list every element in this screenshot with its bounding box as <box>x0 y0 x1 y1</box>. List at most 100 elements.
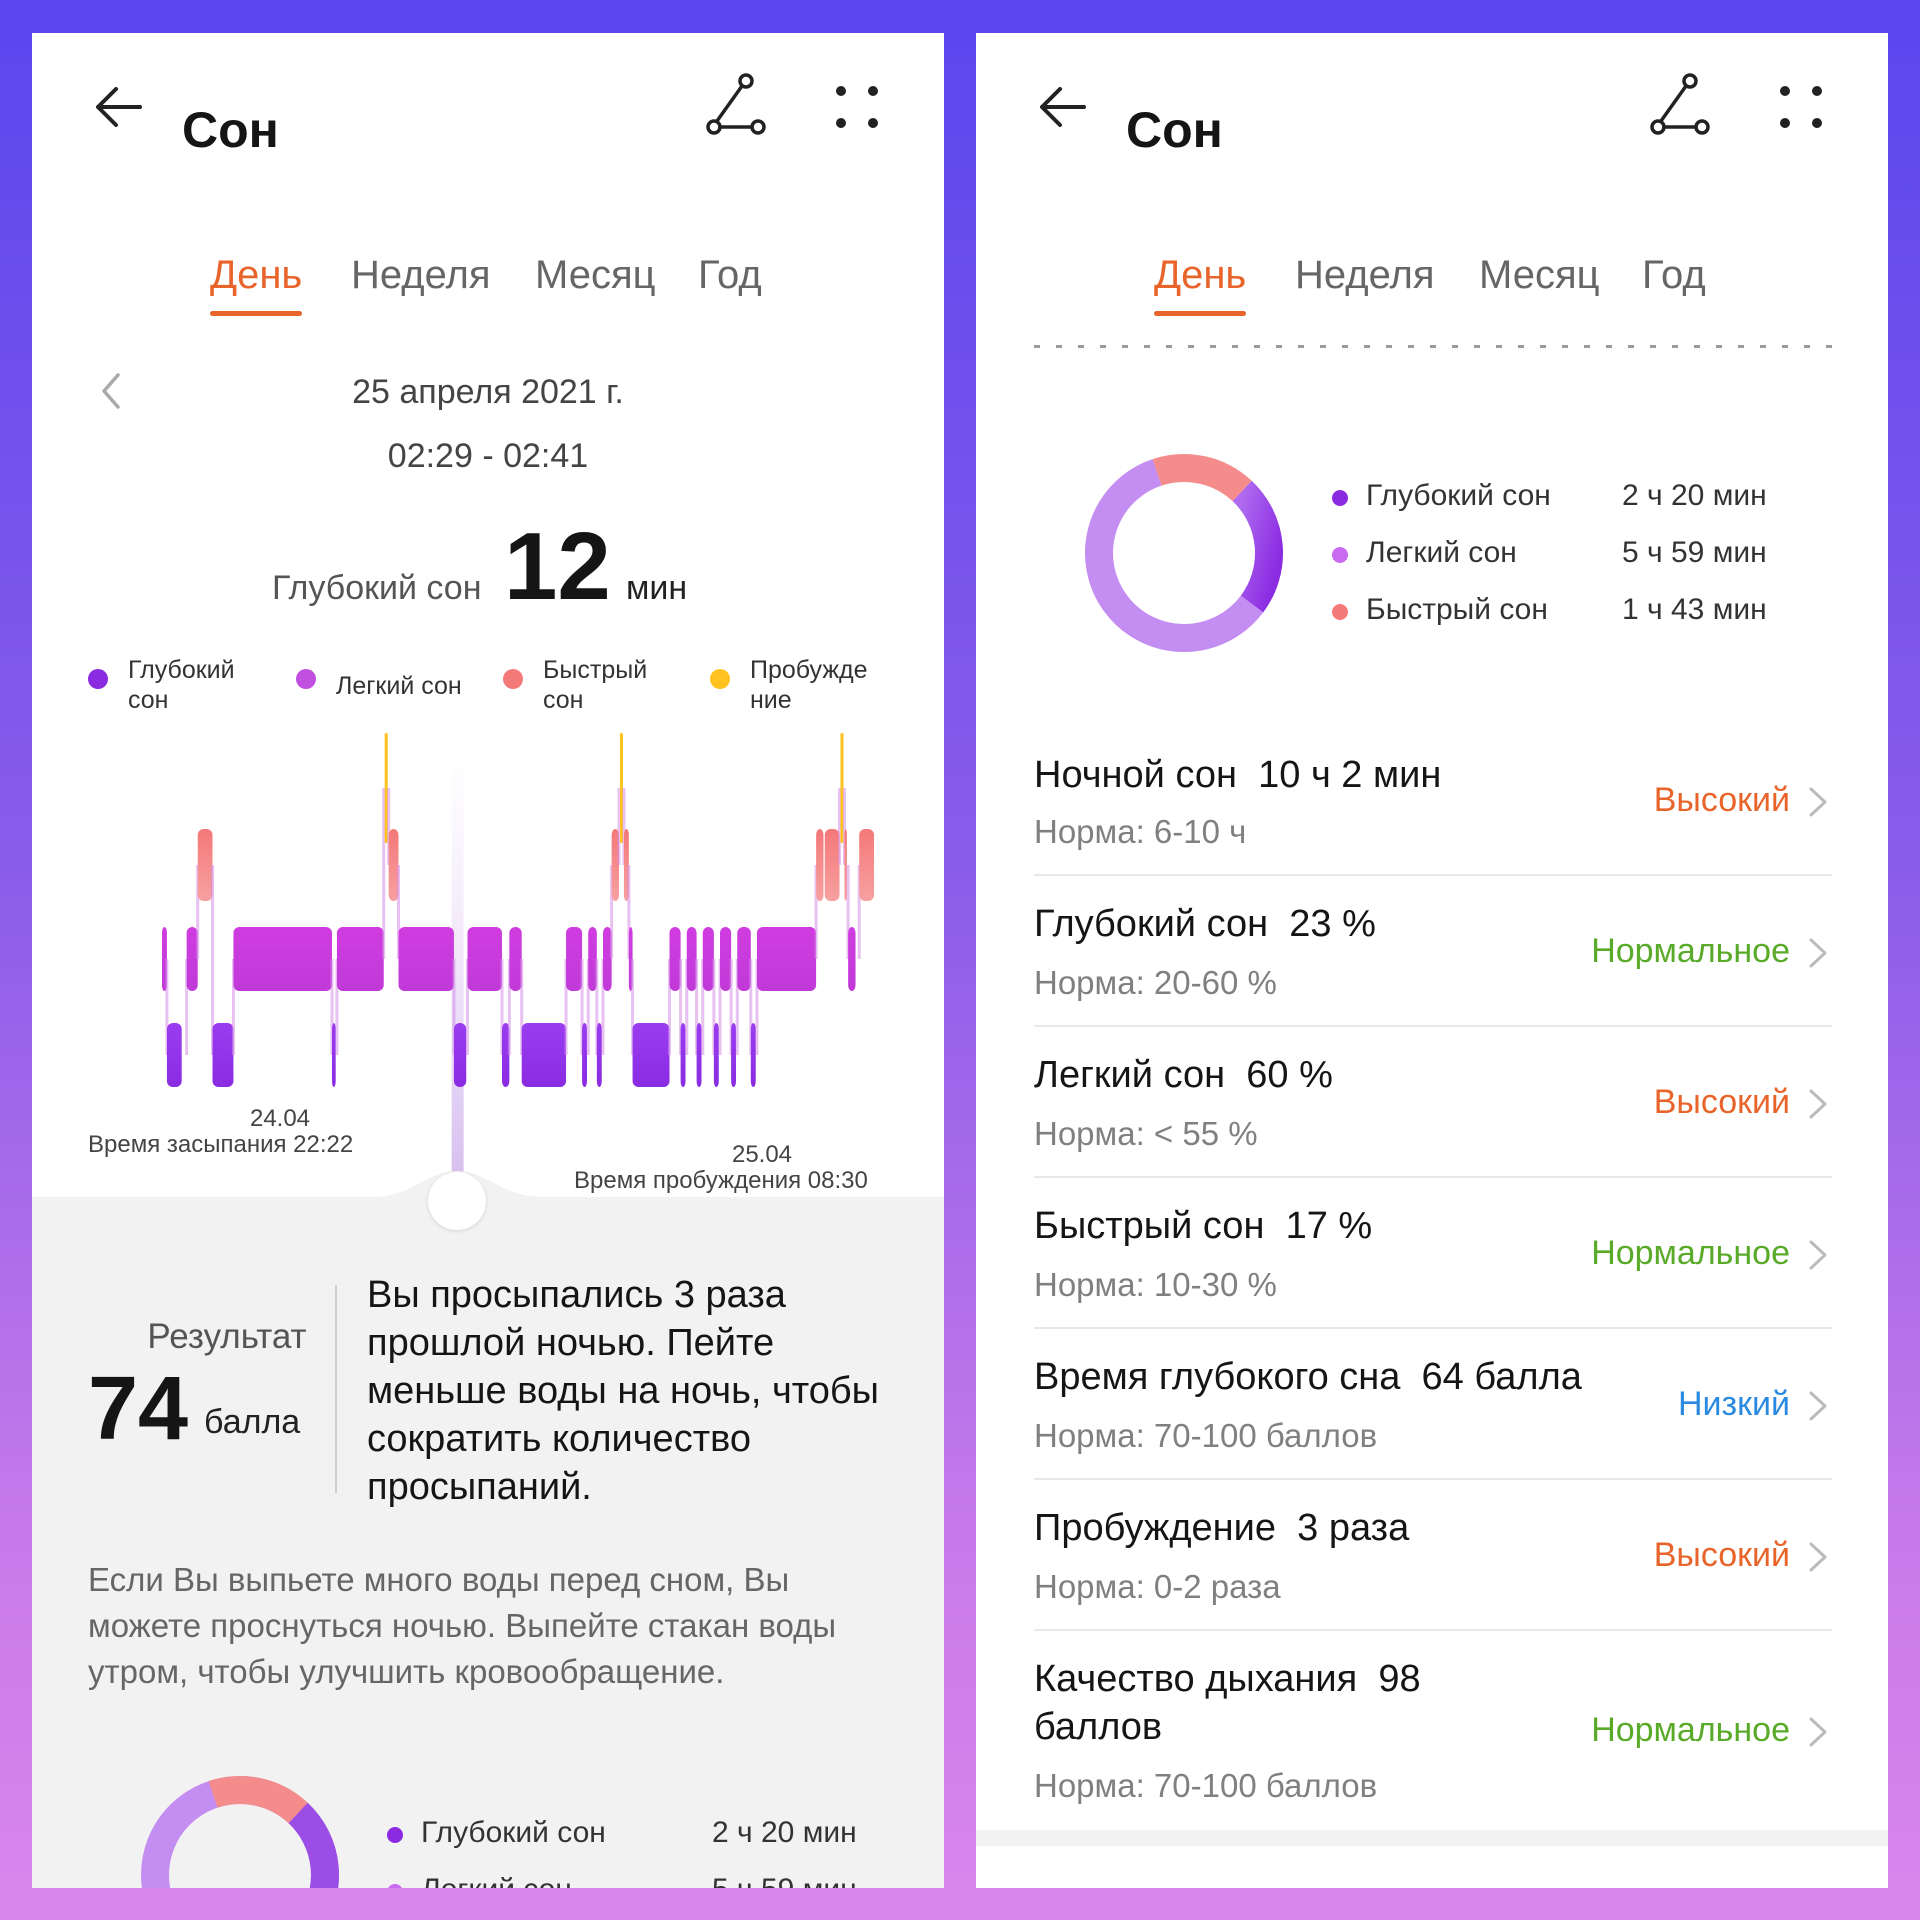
stage-transition <box>387 788 391 865</box>
advice-text: Если Вы выпьете много воды перед сном, В… <box>88 1561 837 1690</box>
hypnogram-segment-stage-1 <box>197 829 213 901</box>
chevron-right-icon <box>1809 1089 1827 1119</box>
back-arrow-icon[interactable] <box>1032 77 1092 137</box>
timeline-slider-handle[interactable] <box>428 1172 486 1230</box>
screen-title: Сон <box>1126 102 1223 158</box>
wake-label: Время пробуждения 08:30 <box>574 1167 868 1194</box>
hypnogram-segment-stage-3 <box>731 1023 737 1087</box>
hypnogram-segment-stage-2 <box>336 927 384 991</box>
hypnogram-segment-stage-2 <box>566 927 583 991</box>
tab-month[interactable]: Месяц <box>535 253 656 297</box>
hypnogram-segment-stage-2 <box>702 927 714 991</box>
hypnogram-segment-stage-3 <box>632 1023 670 1087</box>
stage-transition <box>564 959 568 1055</box>
stage-transition <box>465 959 469 1055</box>
hypnogram-segment-stage-2 <box>588 927 597 991</box>
sleep-start-label: Время засыпания 22:22 <box>88 1131 354 1158</box>
stage-transition <box>500 959 504 1055</box>
tab-year[interactable]: Год <box>1642 253 1706 297</box>
legend-awake: Пробужде ние <box>710 655 868 715</box>
hypnogram-segment-stage-3 <box>680 1023 686 1087</box>
back-arrow-icon[interactable] <box>88 77 148 137</box>
metric-row-light-sleep[interactable]: Легкий сон 60 % Норма: < 55 % Высокий <box>1034 1027 1832 1178</box>
more-options-icon[interactable] <box>829 79 885 135</box>
stage-transition <box>701 959 705 1055</box>
hypnogram-segment-stage-2 <box>186 927 198 991</box>
chevron-right-icon <box>1809 938 1827 968</box>
stage-transition <box>231 959 235 1055</box>
hypnogram-segment-stage-3 <box>582 1023 587 1087</box>
hypnogram-segment-stage-3 <box>521 1023 567 1087</box>
hypnogram-segment-stage-2 <box>669 927 681 991</box>
metric-row-awakenings[interactable]: Пробуждение 3 раза Норма: 0-2 раза Высок… <box>1034 1480 1832 1631</box>
selected-time-range: 02:29 - 02:41 <box>387 437 589 475</box>
stage-transition <box>382 788 386 959</box>
left-screen: Сон День Неделя Месяц Год 25 апреля 2021… <box>32 33 944 1888</box>
metric-row-breathing-quality[interactable]: Качество дыхания 98 баллов Норма: 70-100… <box>1034 1631 1832 1821</box>
hypnogram-segment-stage-0 <box>840 733 844 843</box>
stage-transition <box>452 959 456 1055</box>
tab-year[interactable]: Год <box>698 253 762 297</box>
hypnogram-segment-stage-1 <box>844 829 847 901</box>
stage-transition <box>165 959 169 1055</box>
selected-stage-unit: мин <box>626 569 688 607</box>
metric-row-deep-sleep-continuity[interactable]: Время глубокого сна 64 балла Норма: 70-1… <box>1034 1329 1832 1480</box>
stage-transition <box>814 865 818 959</box>
scrolled-text-remnant <box>1034 341 1834 351</box>
donut-slice-light <box>1085 459 1264 652</box>
hypnogram-segment-stage-2 <box>720 927 732 991</box>
legend-light-sleep: Легкий сон <box>296 655 462 701</box>
legend-deep-sleep: Глубокий сон <box>88 655 235 715</box>
share-route-icon[interactable] <box>702 71 768 137</box>
share-route-icon[interactable] <box>1646 71 1712 137</box>
screen-title: Сон <box>182 102 279 158</box>
hypnogram-segment-stage-1 <box>816 829 824 901</box>
stage-transition <box>846 865 850 959</box>
stage-transition <box>397 865 401 959</box>
sleep-stages-donut-chart[interactable] <box>1074 443 1294 663</box>
hypnogram-segment-stage-0 <box>619 733 623 843</box>
hypnogram-segment-stage-1 <box>859 829 874 901</box>
stage-transition <box>580 959 584 1055</box>
hypnogram-segment-stage-3 <box>696 1023 702 1087</box>
tab-month[interactable]: Месяц <box>1479 253 1600 297</box>
tab-day[interactable]: День <box>210 253 303 316</box>
tab-day[interactable]: День <box>1154 253 1247 316</box>
more-options-icon[interactable] <box>1773 79 1829 135</box>
metric-row-rem-sleep[interactable]: Быстрый сон 17 % Норма: 10-30 % Нормальн… <box>1034 1178 1832 1329</box>
metric-row-deep-sleep[interactable]: Глубокий сон 23 % Норма: 20-60 % Нормаль… <box>1034 876 1832 1027</box>
hypnogram-segment-stage-3 <box>453 1023 467 1087</box>
hypnogram-segment-stage-1 <box>824 829 840 901</box>
hypnogram-segment-stage-3 <box>713 1023 719 1087</box>
tab-week[interactable]: Неделя <box>351 253 491 297</box>
prev-day-chevron-icon[interactable] <box>96 371 126 411</box>
donut-slice-deep <box>1232 480 1283 613</box>
result-section <box>32 1197 944 1888</box>
stage-transition <box>627 865 631 959</box>
selected-date: 25 апреля 2021 г. <box>352 373 624 411</box>
hypnogram-segment-stage-3 <box>501 1023 510 1087</box>
stage-transition <box>695 959 699 1055</box>
stage-transition <box>729 959 733 1055</box>
result-unit: балла <box>204 1403 301 1441</box>
right-screen: Сон День Неделя Месяц Год Глу <box>976 33 1888 1888</box>
period-tabs: День Неделя Месяц Год <box>32 253 944 323</box>
hypnogram-segment-stage-3 <box>596 1023 602 1087</box>
hypnogram-segment-stage-2 <box>737 927 751 991</box>
result-label: Результат <box>147 1317 307 1356</box>
metric-row-night-sleep[interactable]: Ночной сон 10 ч 2 мин Норма: 6-10 ч Высо… <box>1034 725 1832 876</box>
status-label: Нормальное <box>1591 1711 1790 1749</box>
stage-transition <box>685 959 689 1055</box>
hypnogram-segment-stage-2 <box>756 927 817 991</box>
stage-transition <box>185 959 189 1055</box>
stage-transition <box>507 959 511 1055</box>
stage-transition <box>718 959 722 1055</box>
legend-dot <box>503 669 523 689</box>
tab-week[interactable]: Неделя <box>1295 253 1435 297</box>
hypnogram-segment-stage-2 <box>233 927 332 991</box>
hypnogram-segment-stage-0 <box>384 733 388 843</box>
sleep-start-date: 24.04 <box>249 1105 311 1132</box>
sleep-hypnogram-chart[interactable] <box>32 723 944 1193</box>
hypnogram-segment-stage-2 <box>467 927 502 991</box>
stage-transition <box>735 959 739 1055</box>
